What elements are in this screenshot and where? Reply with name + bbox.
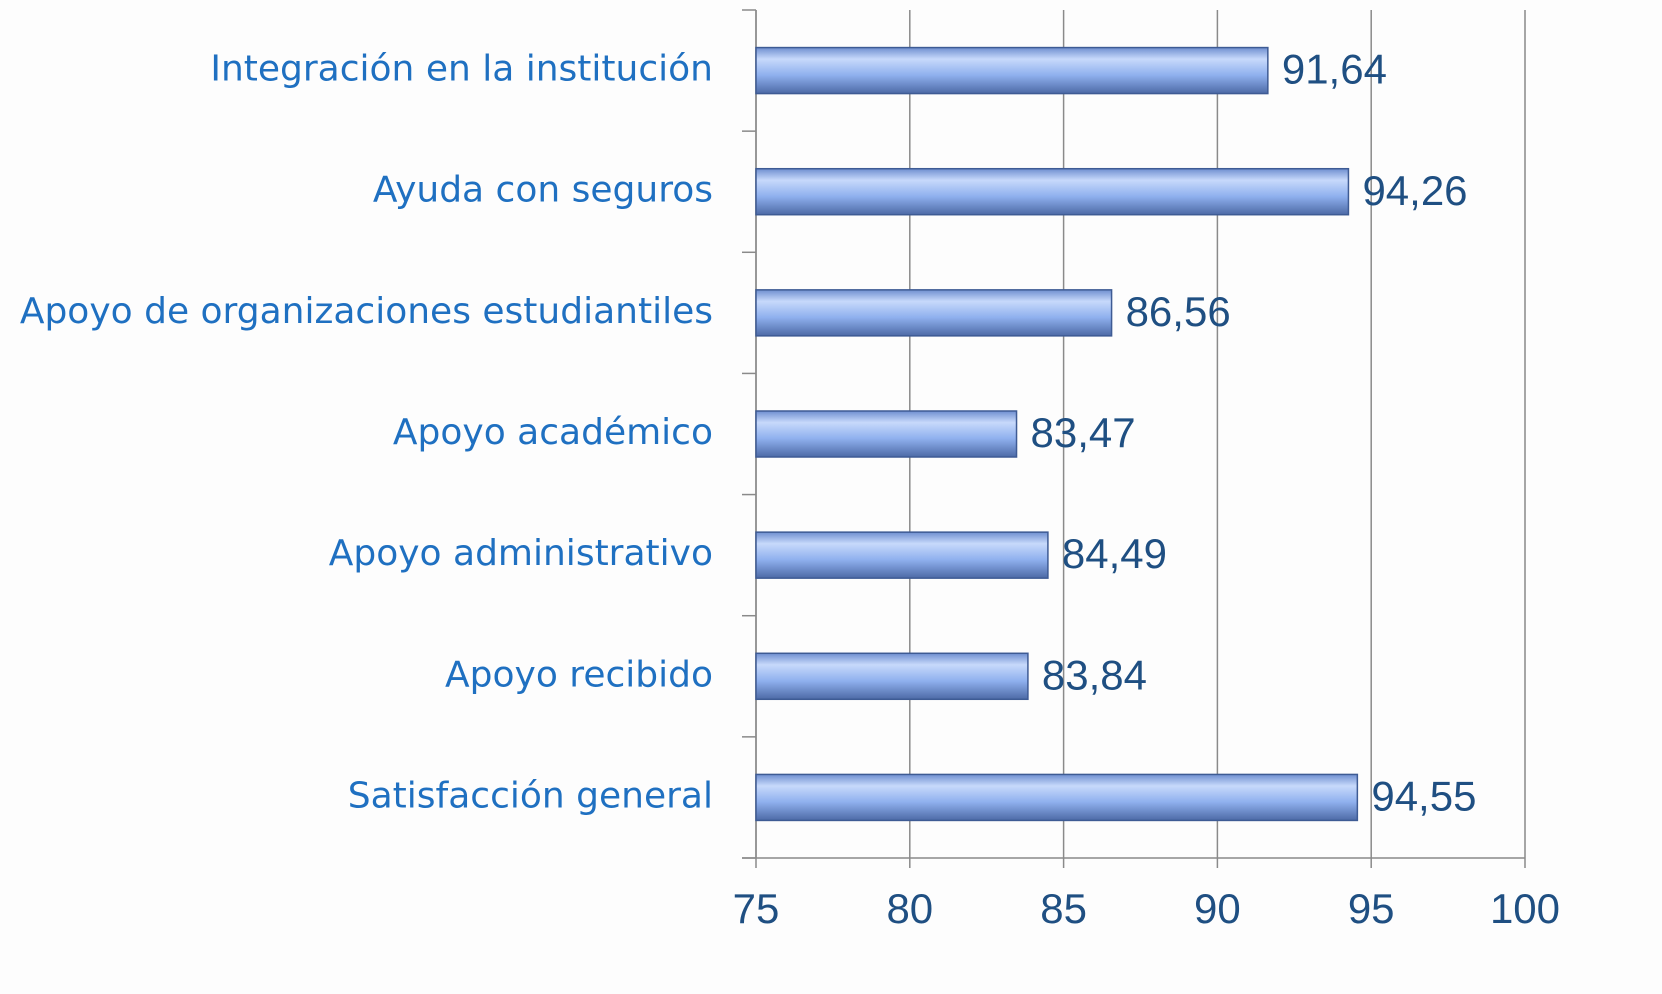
x-tick-label: 95 — [1348, 885, 1395, 932]
x-tick-label: 90 — [1194, 885, 1241, 932]
data-label: 84,49 — [1062, 530, 1167, 577]
x-tick-label: 85 — [1040, 885, 1087, 932]
bar — [755, 167, 1350, 216]
bar — [755, 410, 1018, 458]
data-label: 83,47 — [1031, 409, 1136, 456]
bar — [755, 289, 1113, 337]
x-tick-label: 75 — [733, 885, 780, 932]
bar — [755, 773, 1359, 822]
y-tick-label: Integración en la institución — [210, 49, 713, 90]
y-tick-label: Apoyo recibido — [445, 654, 713, 695]
data-label: 94,55 — [1371, 773, 1476, 820]
y-tick-label: Apoyo académico — [393, 412, 713, 453]
bar — [755, 531, 1049, 579]
y-tick-label: Satisfacción general — [348, 775, 713, 816]
x-tick-label: 80 — [886, 885, 933, 932]
y-tick-label: Apoyo administrativo — [329, 533, 713, 574]
bar — [755, 46, 1269, 95]
x-tick-label: 100 — [1490, 885, 1560, 932]
data-label: 86,56 — [1126, 288, 1231, 335]
y-tick-label: Ayuda con seguros — [373, 170, 713, 211]
bar — [755, 652, 1029, 701]
y-tick-label: Apoyo de organizaciones estudiantiles — [20, 291, 713, 332]
data-label: 91,64 — [1282, 46, 1387, 93]
data-label: 94,26 — [1362, 167, 1467, 214]
data-label: 83,84 — [1042, 651, 1147, 698]
